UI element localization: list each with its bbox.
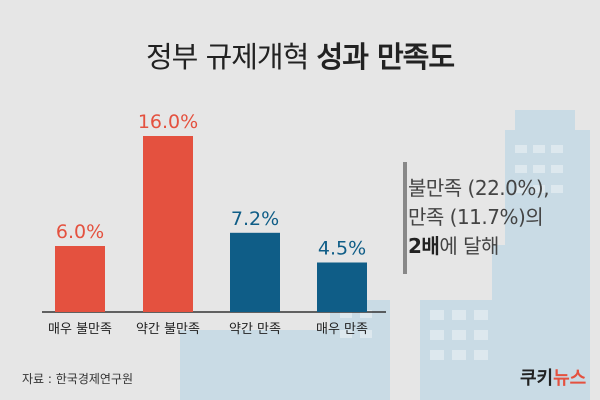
note-line-2: 만족 (11.7%)의: [408, 205, 544, 229]
note-accent-bar: [403, 162, 407, 274]
publisher-logo: 쿠키뉴스: [520, 364, 586, 390]
bar-4: [317, 262, 367, 312]
value-label-2: 16.0%: [138, 111, 198, 133]
category-label-4: 매우 만족: [316, 322, 368, 337]
note-line-3: 2배에 달해: [408, 232, 549, 261]
title-normal: 정부 규제개혁: [145, 40, 309, 74]
source-credit: 자료 : 한국경제연구원: [22, 372, 134, 386]
logo-part-1: 쿠키: [520, 368, 554, 389]
note-rest: 에 달해: [439, 234, 499, 258]
bar-1: [55, 246, 105, 312]
category-label-1: 매우 불만족: [48, 322, 112, 337]
title-bold: 성과 만족도: [316, 40, 455, 74]
bar-2: [143, 136, 193, 312]
note-bold: 2배: [408, 234, 440, 258]
summary-note: 불만족 (22.0%), 만족 (11.7%)의 2배에 달해: [408, 174, 550, 261]
chart-title: 정부 규제개혁 성과 만족도: [0, 34, 600, 76]
logo-part-2: 뉴스: [553, 368, 587, 389]
category-label-3: 약간 만족: [229, 322, 281, 337]
value-label-3: 7.2%: [231, 208, 279, 230]
note-line-1: 불만족 (22.0%),: [408, 176, 550, 200]
bar-3: [230, 232, 280, 312]
value-label-4: 4.5%: [318, 238, 366, 260]
value-label-1: 6.0%: [56, 221, 104, 243]
category-label-2: 약간 불만족: [136, 322, 200, 337]
